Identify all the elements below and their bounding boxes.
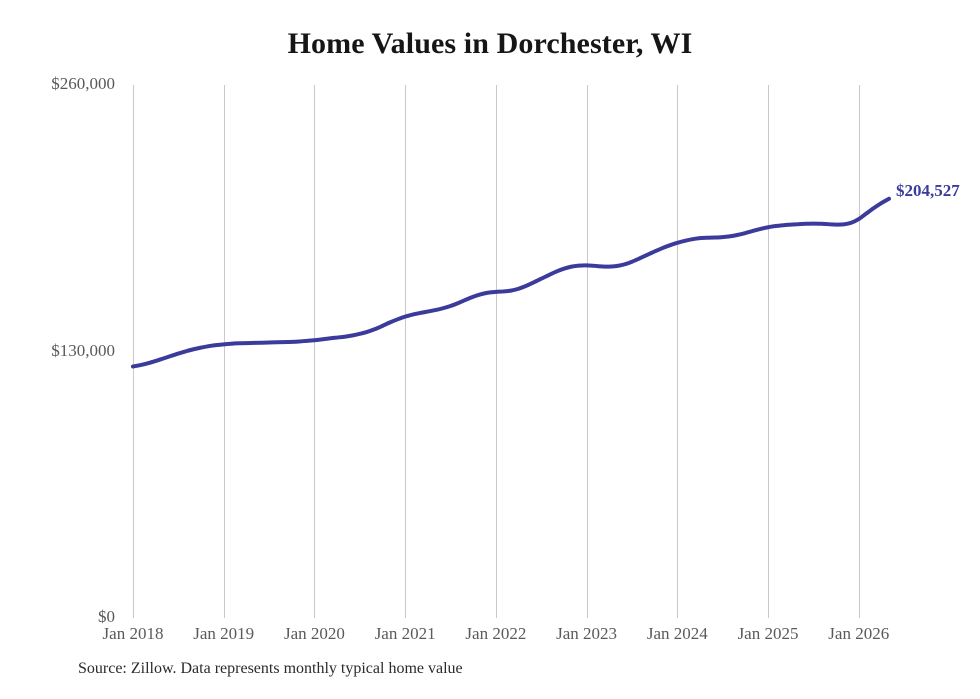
- x-tick-label-jan-2020: Jan 2020: [283, 624, 345, 643]
- x-tick-label-jan-2025: Jan 2025: [737, 624, 799, 643]
- home-value-line-series: [131, 196, 891, 369]
- x-tick-label-jan-2019: Jan 2019: [193, 624, 255, 643]
- x-tick-label-jan-2022: Jan 2022: [465, 624, 527, 643]
- source-note: Source: Zillow. Data represents monthly …: [78, 660, 463, 677]
- y-tick-label-0: $0: [98, 607, 115, 626]
- y-tick-label-130000: $130,000: [51, 340, 115, 360]
- y-tick-label-260000: $260,000: [51, 74, 115, 93]
- x-tick-label-jan-2021: Jan 2021: [374, 624, 436, 643]
- end-value-annotation: $204,527: [896, 180, 960, 200]
- x-tick-label-jan-2023: Jan 2023: [556, 624, 618, 643]
- x-tick-label-jan-2026: Jan 2026: [828, 624, 890, 643]
- chart-title: Home Values in Dorchester, WI: [287, 27, 693, 60]
- x-tick-label-jan-2024: Jan 2024: [646, 624, 708, 643]
- x-tick-label-jan-2018: Jan 2018: [102, 624, 164, 643]
- gridlines-group: [133, 85, 860, 618]
